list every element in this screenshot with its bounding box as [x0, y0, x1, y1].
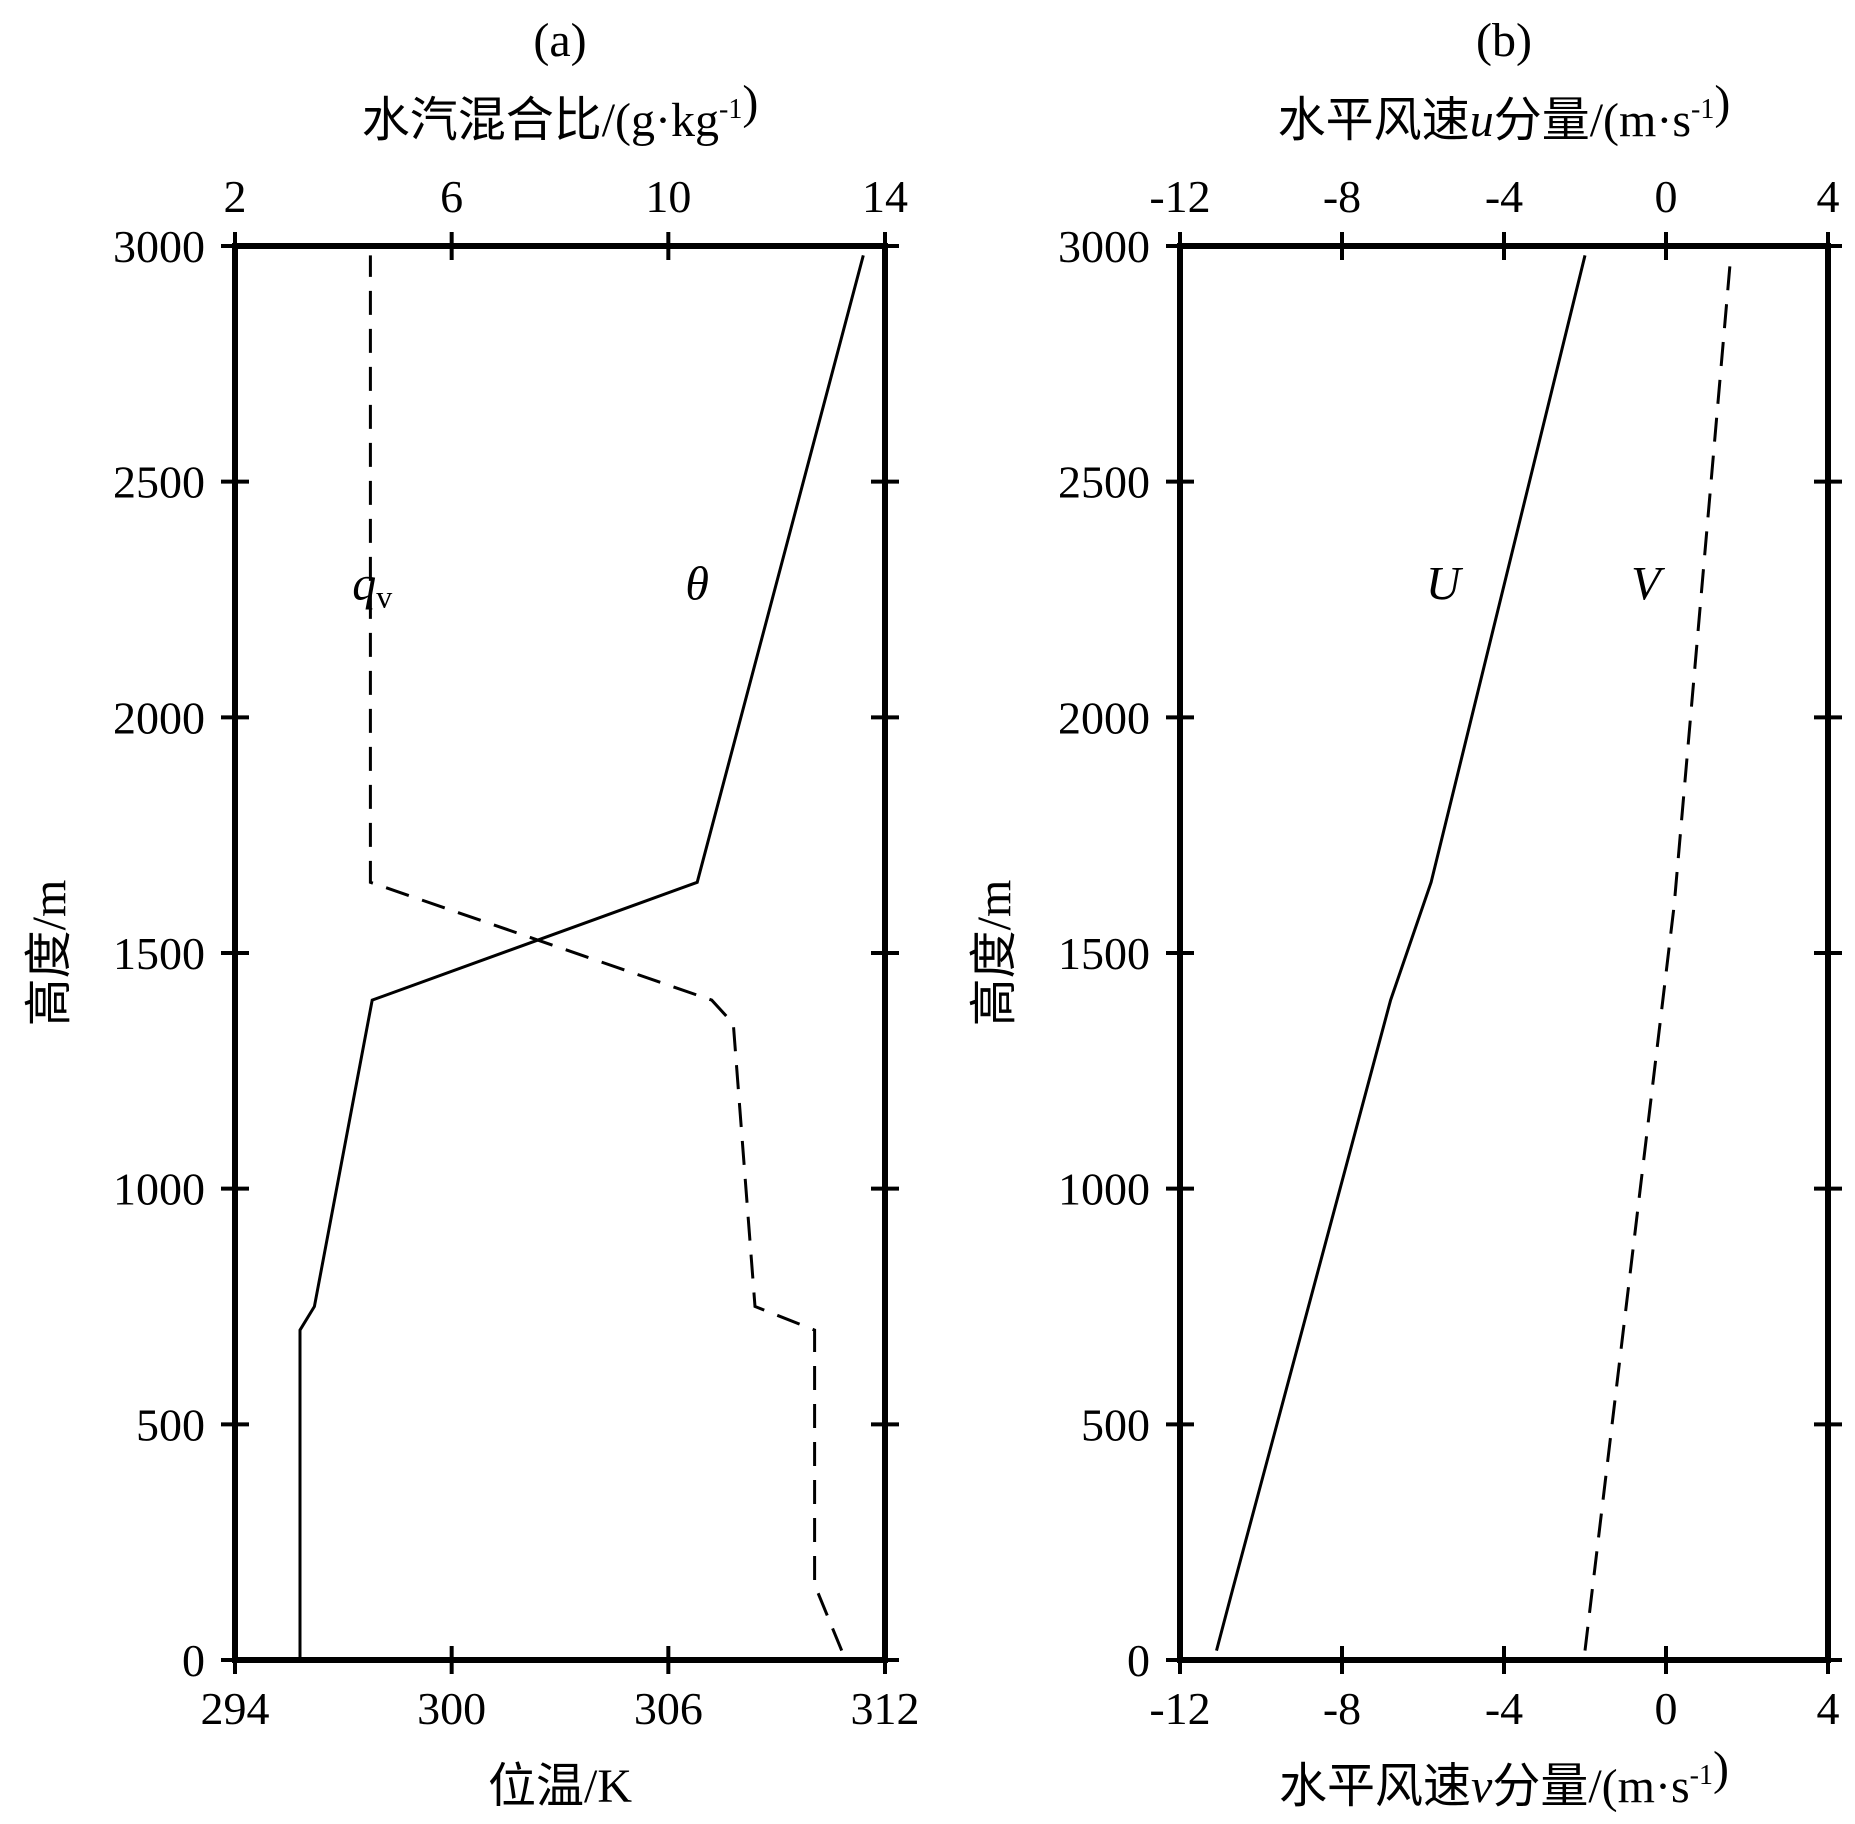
- x-top-tick-label: -4: [1485, 171, 1523, 222]
- y-tick-label: 1500: [113, 928, 205, 979]
- series-line-U: [1215, 255, 1587, 1651]
- x-bottom-axis-title: 位温/K: [488, 1760, 632, 1813]
- x-bottom-tick-label: 0: [1655, 1683, 1678, 1734]
- x-top-axis-title: 水平风速u分量/(m·s-1): [1278, 76, 1731, 147]
- x-bottom-tick-label: 294: [201, 1683, 270, 1734]
- x-bottom-tick-label: 300: [417, 1683, 486, 1734]
- series-line-V: [1583, 255, 1733, 1651]
- panel-b: (b) 水平风速u分量/(m·s-1) 水平风速v分量/(m·s-1) 高度/m 0 50…: [968, 14, 1842, 1813]
- x-top-tick-label: -8: [1323, 171, 1361, 222]
- plot-frame: [1177, 243, 1831, 1663]
- y-tick-label: 1000: [1058, 1164, 1150, 1215]
- y-tick-label: 500: [136, 1399, 205, 1450]
- y-tick-label: 2500: [113, 457, 205, 508]
- y-tick-label: 1500: [1058, 928, 1150, 979]
- x-bottom-tick-label: 4: [1817, 1683, 1840, 1734]
- x-top-tick-label: 4: [1817, 171, 1840, 222]
- y-axis-title: 高度/m: [23, 880, 76, 1027]
- x-bottom-axis-title: 水平风速v分量/(m·s-1): [1279, 1742, 1729, 1813]
- x-bottom-tick-label: -4: [1485, 1683, 1523, 1734]
- series-label: qv: [352, 558, 392, 615]
- x-bottom-tick-label: -8: [1323, 1683, 1361, 1734]
- y-tick-label: 2500: [1058, 457, 1150, 508]
- x-bottom-tick-label: 312: [851, 1683, 920, 1734]
- y-tick-label: 2000: [1058, 692, 1150, 743]
- y-axis-title: 高度/m: [968, 880, 1021, 1027]
- series-label: U: [1426, 558, 1464, 611]
- y-tick-label: 1000: [113, 1164, 205, 1215]
- panel-label: (b): [1476, 14, 1532, 67]
- series-line-θ: [298, 255, 865, 1660]
- x-top-axis-title: 水汽混合比/(g·kg-1): [362, 76, 759, 147]
- x-top-tick-label: 6: [440, 171, 463, 222]
- y-tick-label: 500: [1081, 1399, 1150, 1450]
- x-bottom-tick-label: -12: [1149, 1683, 1210, 1734]
- series-label: V: [1631, 558, 1665, 611]
- y-tick-label: 0: [182, 1635, 205, 1686]
- x-top-tick-label: -12: [1149, 171, 1210, 222]
- y-tick-label: 3000: [1058, 221, 1150, 272]
- series-line-qv: [368, 255, 844, 1652]
- series-label: θ: [685, 558, 709, 611]
- y-tick-label: 3000: [113, 221, 205, 272]
- panel-a: (a) 水汽混合比/(g·kg-1) 位温/K 高度/m 0 500 1000 1500 200…: [23, 14, 920, 1813]
- panel-label: (a): [533, 14, 586, 67]
- x-top-tick-label: 14: [862, 171, 908, 222]
- y-tick-label: 0: [1127, 1635, 1150, 1686]
- x-top-tick-label: 2: [224, 171, 247, 222]
- x-bottom-tick-label: 306: [634, 1683, 703, 1734]
- y-tick-label: 2000: [113, 692, 205, 743]
- plot-frame: [232, 243, 888, 1663]
- x-top-tick-label: 10: [645, 171, 691, 222]
- x-top-tick-label: 0: [1655, 171, 1678, 222]
